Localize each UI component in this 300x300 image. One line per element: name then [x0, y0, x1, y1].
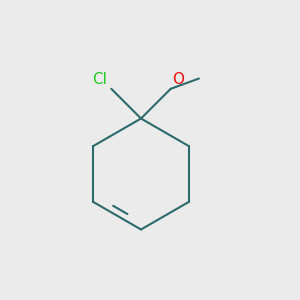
- Text: Cl: Cl: [92, 72, 107, 87]
- Text: O: O: [172, 72, 184, 87]
